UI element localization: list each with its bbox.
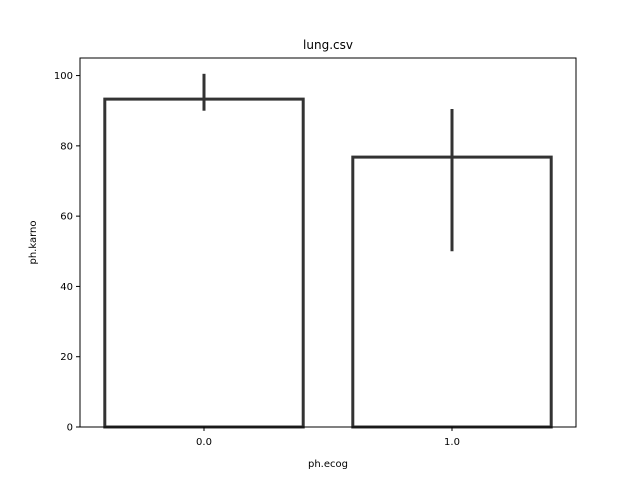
x-axis-label: ph.ecog bbox=[308, 459, 348, 470]
plot-frame bbox=[79, 57, 577, 428]
x-axis-ticks: 0.0 1.0 bbox=[196, 427, 460, 448]
y-tick-label: 60 bbox=[60, 212, 73, 223]
bar bbox=[103, 97, 305, 429]
chart-title: lung.csv bbox=[303, 38, 353, 52]
x-tick-label: 1.0 bbox=[444, 437, 460, 448]
y-tick-label: 20 bbox=[60, 352, 73, 363]
y-tick-label: 80 bbox=[60, 141, 73, 152]
y-tick-label: 40 bbox=[60, 282, 73, 293]
y-axis-label: ph.karno bbox=[28, 221, 39, 265]
y-tick-label: 100 bbox=[54, 71, 73, 82]
error-bars-group bbox=[202, 73, 454, 252]
x-tick-label: 0.0 bbox=[196, 437, 212, 448]
bars-group bbox=[103, 97, 553, 429]
y-tick-label: 0 bbox=[67, 423, 73, 434]
y-axis-ticks: 0 20 40 60 80 100 bbox=[54, 71, 80, 434]
